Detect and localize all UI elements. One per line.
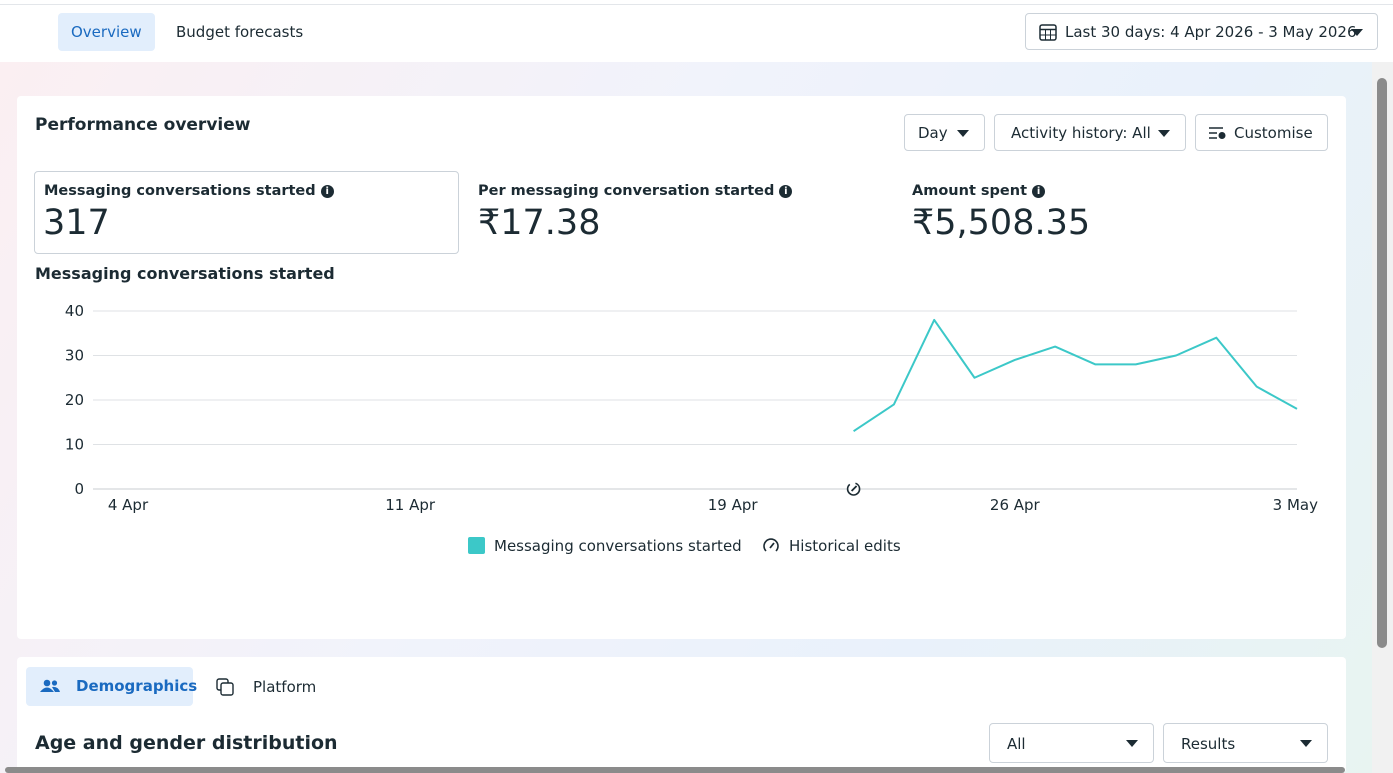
info-icon[interactable]: i: [1032, 185, 1046, 198]
info-icon[interactable]: i: [779, 185, 793, 198]
breakdown-card: Demographics Platform Age and gender dis…: [17, 657, 1346, 773]
button-label: Customise: [1234, 124, 1313, 142]
dropdown[interactable]: Activity history: All: [994, 114, 1186, 151]
metric-label-text: Amount spent: [912, 183, 1028, 199]
date-range-button[interactable]: Last 30 days: 4 Apr 2026 - 3 May 2026: [1025, 13, 1378, 50]
metric-label: Per messaging conversation started i: [478, 183, 793, 199]
customise-icon: [1209, 127, 1226, 139]
calendar-icon: [1039, 24, 1057, 41]
platform-icon: [216, 678, 234, 696]
section-title: Age and gender distribution: [35, 732, 338, 754]
dropdown[interactable]: Results: [1163, 723, 1328, 763]
dropdown[interactable]: Day: [904, 114, 985, 151]
scrollbar[interactable]: [1372, 62, 1393, 773]
dropdown-label: Results: [1181, 735, 1236, 753]
metric-value: 317: [43, 203, 110, 243]
dropdown-label: All: [1007, 735, 1026, 753]
divider: [0, 4, 1393, 5]
metric-label: Messaging conversations started i: [44, 183, 334, 199]
customise-button[interactable]: Customise: [1195, 114, 1328, 151]
metric-value: ₹17.38: [478, 203, 601, 243]
metric-value: ₹5,508.35: [912, 203, 1091, 243]
tab[interactable]: Overview: [58, 13, 155, 51]
info-icon[interactable]: i: [320, 185, 334, 198]
dropdown-label: Activity history: All: [1011, 124, 1151, 142]
metric-label: Amount spent i: [912, 183, 1046, 199]
date-range: Last 30 days: 4 Apr 2026 - 3 May 2026: [1065, 23, 1357, 41]
chart-title: Messaging conversations started: [35, 264, 335, 283]
tab[interactable]: Demographics: [26, 667, 197, 706]
scrollbar-thumb[interactable]: [1377, 78, 1387, 648]
metric-label-text: Per messaging conversation started: [478, 183, 775, 199]
tab-label[interactable]: Platform: [253, 678, 317, 696]
performance-card: Performance overview Day Activity histor…: [17, 96, 1346, 639]
dropdown-label: Day: [918, 124, 948, 142]
metric-selected-frame[interactable]: [34, 171, 459, 254]
tab-label: Demographics: [76, 677, 198, 695]
people-icon: [40, 679, 60, 692]
dropdown[interactable]: All: [989, 723, 1154, 763]
metric-label-text: Messaging conversations started: [44, 183, 316, 199]
h-scrollbar-thumb[interactable]: [5, 767, 1345, 773]
tab[interactable]: Budget forecasts: [176, 23, 304, 41]
card-title: Performance overview: [35, 115, 251, 135]
